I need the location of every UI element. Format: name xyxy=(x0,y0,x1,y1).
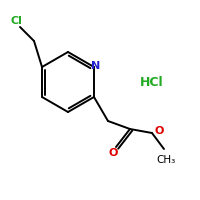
Text: N: N xyxy=(91,61,101,71)
Text: CH₃: CH₃ xyxy=(156,155,176,165)
Text: O: O xyxy=(155,126,164,136)
Text: HCl: HCl xyxy=(140,75,164,88)
Text: Cl: Cl xyxy=(10,16,22,26)
Text: O: O xyxy=(108,148,118,158)
